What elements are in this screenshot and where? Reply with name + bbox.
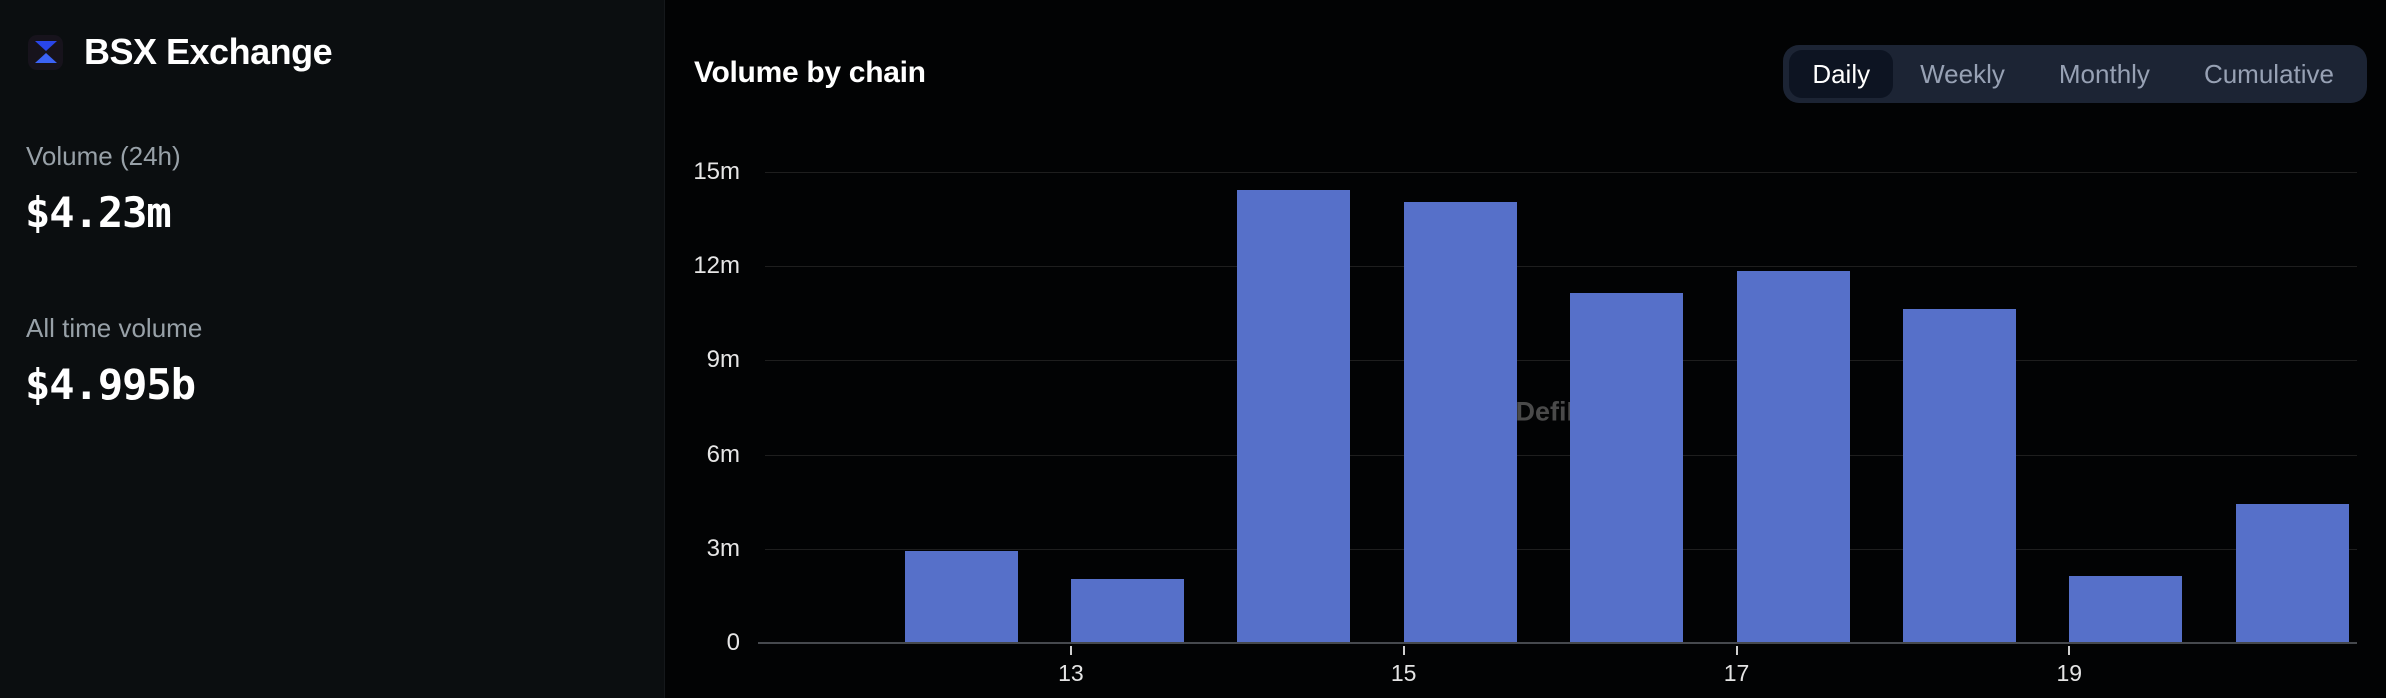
gridline-3m (765, 548, 2357, 550)
gridline-15m (765, 172, 2357, 173)
x-axis-label-15: 15 (1390, 660, 1417, 686)
logo-bottom-triangle (34, 53, 57, 63)
logo-top-triangle (34, 41, 57, 51)
all-time-volume-value: $4.995b (25, 360, 196, 409)
x-tick-15 (1402, 646, 1405, 655)
x-tick-17 (1735, 646, 1738, 655)
y-axis-label-3m: 3m (706, 534, 740, 562)
tab-monthly[interactable]: Monthly (2032, 50, 2177, 98)
y-axis-label-12m: 12m (693, 252, 740, 280)
bar-day-16[interactable] (1570, 293, 1684, 642)
x-tick-13 (1069, 646, 1072, 655)
bar-day-20[interactable] (2235, 503, 2349, 642)
brand: BSX Exchange (28, 31, 333, 73)
y-axis-label-9m: 9m (706, 346, 740, 374)
brand-name: BSX Exchange (84, 31, 333, 72)
bar-day-18[interactable] (1902, 309, 2016, 642)
bsx-logo-icon (28, 34, 63, 70)
bar-day-19[interactable] (2069, 576, 2183, 642)
y-axis-label-0: 0 (726, 629, 740, 656)
x-axis-line (758, 642, 2357, 644)
volume-24h-label: Volume (24h) (26, 141, 181, 171)
x-axis-label-19: 19 (2056, 660, 2083, 686)
tab-daily[interactable]: Daily (1789, 50, 1894, 98)
sidebar: BSX Exchange Volume (24h) $4.23m All tim… (0, 0, 665, 698)
x-tick-19 (2068, 646, 2071, 655)
bar-day-13[interactable] (1070, 579, 1184, 642)
gridline-6m (765, 454, 2357, 456)
y-axis-label-15m: 15m (693, 158, 740, 185)
x-axis-label-17: 17 (1723, 660, 1750, 686)
bar-day-14[interactable] (1237, 189, 1351, 642)
tab-weekly[interactable]: Weekly (1893, 50, 2032, 98)
all-time-volume-label: All time volume (26, 313, 203, 343)
gridline-9m (765, 360, 2357, 362)
tab-cumulative[interactable]: Cumulative (2177, 50, 2361, 98)
chart-title: Volume by chain (694, 56, 926, 89)
x-axis-label-13: 13 (1058, 660, 1084, 686)
bar-day-17[interactable] (1736, 271, 1850, 642)
y-axis-label-6m: 6m (706, 440, 740, 468)
period-tab-group: Daily Weekly Monthly Cumulative (1783, 45, 2367, 103)
volume-24h-value: $4.23m (25, 188, 172, 237)
bar-day-15[interactable] (1403, 202, 1517, 642)
gridline-12m (765, 266, 2357, 268)
bar-day-12[interactable] (904, 550, 1018, 642)
